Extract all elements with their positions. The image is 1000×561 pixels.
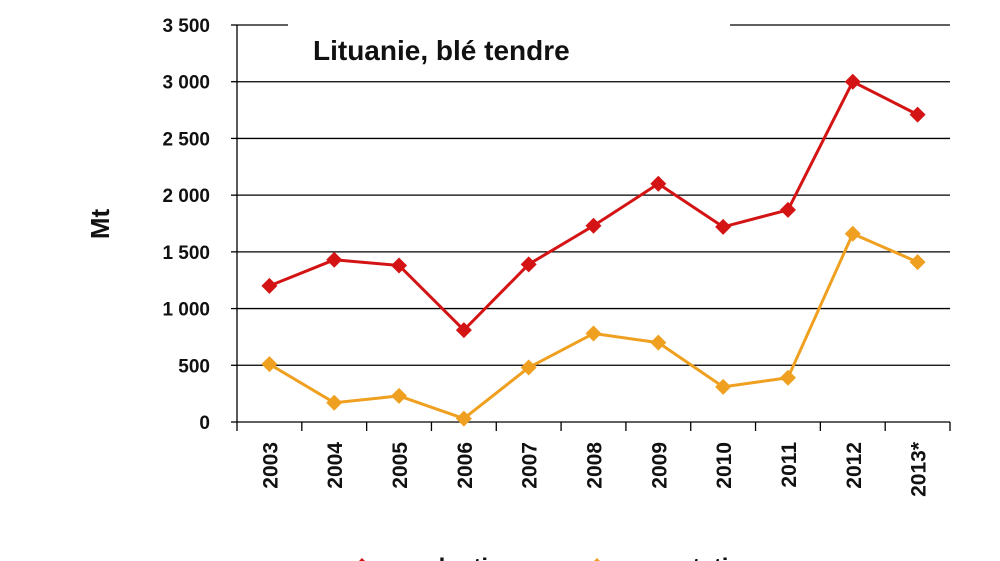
legend-label: exportation [627, 554, 758, 561]
data-point [715, 378, 732, 395]
y-tick-label: 1 000 [162, 300, 210, 321]
y-tick-label: 500 [178, 356, 210, 377]
x-tick-labels: 2003 2004 2005 2006 2007 2008 2009 2010 2011 2012… [259, 441, 930, 497]
series-line [268, 80, 919, 332]
axes [231, 24, 951, 431]
y-tick-label: 3 000 [162, 73, 210, 94]
legend-label: production [392, 554, 517, 561]
data-point [650, 175, 667, 192]
data-point [779, 201, 796, 218]
data-point [261, 356, 278, 373]
data-point [715, 218, 732, 235]
series-production [261, 73, 926, 339]
x-tick-label: 2010 [713, 442, 736, 489]
y-tick-label: 3 500 [162, 16, 210, 37]
x-tick-label: 2003 [259, 442, 282, 489]
y-tick-label: 1 500 [162, 243, 210, 264]
data-point [520, 359, 537, 376]
legend: production exportation [359, 554, 758, 561]
legend-marker [359, 558, 365, 561]
x-tick-label: 2004 [324, 442, 347, 489]
chart-title: Lituanie, blé tendre [313, 35, 570, 66]
data-point [844, 225, 861, 242]
data-point [520, 256, 537, 273]
y-tick-label: 2 500 [162, 129, 210, 150]
series-exportation [261, 225, 926, 427]
title-background [288, 14, 730, 78]
x-tick-label: 2008 [584, 442, 607, 489]
data-point [455, 410, 472, 427]
data-point [909, 106, 926, 123]
data-point [326, 251, 343, 268]
data-point [391, 387, 408, 404]
x-tick-label: 2009 [648, 442, 671, 489]
y-tick-label: 0 [199, 413, 210, 434]
data-point [455, 322, 472, 339]
x-tick-label: 2005 [389, 442, 412, 489]
x-tick-label: 2013* [908, 441, 931, 497]
series-layer [261, 73, 926, 427]
data-point [261, 277, 278, 294]
data-point [326, 394, 343, 411]
data-point [844, 73, 861, 90]
legend-marker [594, 558, 600, 561]
data-point [779, 369, 796, 386]
data-point [391, 257, 408, 274]
data-point [650, 334, 667, 351]
x-tick-label: 2011 [778, 442, 801, 488]
x-tick-label: 2007 [519, 442, 542, 489]
data-point [585, 325, 602, 342]
y-tick-label: 2 000 [162, 186, 210, 207]
y-tick-labels: 0 500 1 000 1 500 2 000 2 500 3 000 3 500 [162, 16, 210, 434]
data-point [585, 217, 602, 234]
x-tick-label: 2012 [843, 442, 866, 489]
data-point [909, 254, 926, 271]
y-axis-label: Mt [85, 209, 115, 240]
x-tick-label: 2006 [454, 442, 477, 489]
